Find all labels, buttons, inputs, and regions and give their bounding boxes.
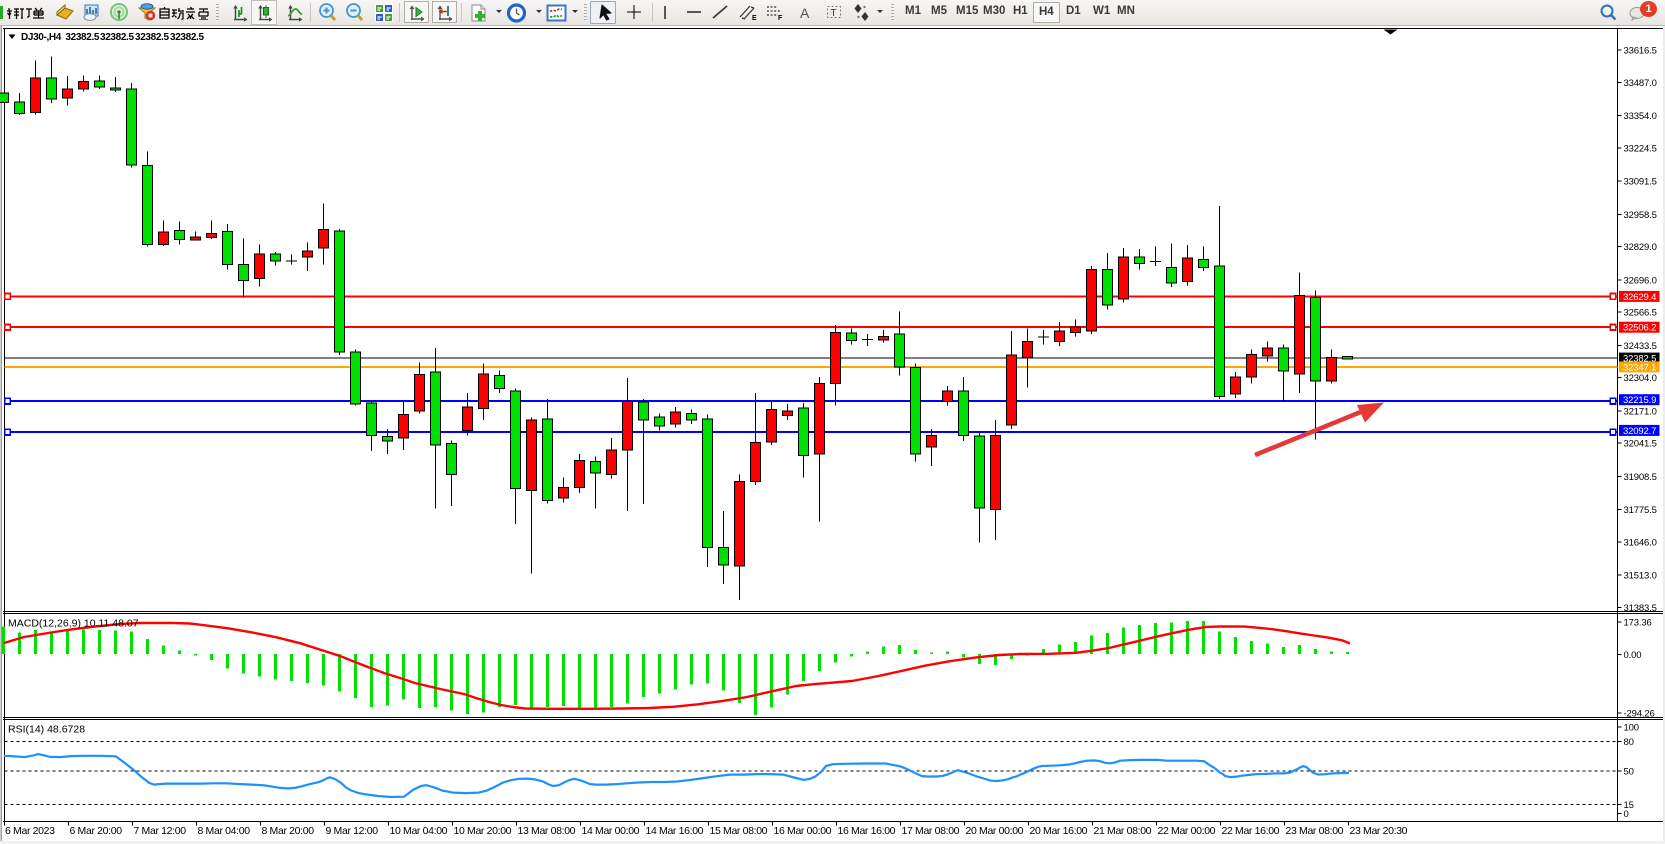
svg-text:E: E [752,15,757,22]
svg-text:31513.0: 31513.0 [1624,571,1657,582]
svg-text:T: T [831,8,837,19]
svg-text:10 Mar 04:00: 10 Mar 04:00 [390,825,448,837]
svg-text:16 Mar 16:00: 16 Mar 16:00 [838,825,896,837]
svg-text:32304.0: 32304.0 [1624,373,1657,384]
svg-text:15 Mar 08:00: 15 Mar 08:00 [710,825,768,837]
svg-text:32696.0: 32696.0 [1624,275,1657,286]
svg-text:33224.5: 33224.5 [1624,143,1657,154]
svg-text:22 Mar 00:00: 22 Mar 00:00 [1158,825,1216,837]
svg-text:6 Mar 2023: 6 Mar 2023 [5,825,55,837]
svg-text:100: 100 [1624,723,1639,734]
svg-text:33091.5: 33091.5 [1624,177,1657,188]
svg-text:6 Mar 20:00: 6 Mar 20:00 [70,825,123,837]
svg-text:14 Mar 16:00: 14 Mar 16:00 [646,825,704,837]
svg-text:33616.5: 33616.5 [1624,46,1657,57]
svg-text:32215.9: 32215.9 [1623,395,1656,406]
svg-text:32506.2: 32506.2 [1623,323,1656,334]
svg-text:32041.5: 32041.5 [1624,439,1657,450]
svg-text:13 Mar 08:00: 13 Mar 08:00 [518,825,576,837]
svg-text:0.00: 0.00 [1624,650,1642,661]
svg-text:32382.5: 32382.5 [1623,354,1656,365]
svg-text:32347.1: 32347.1 [1623,362,1656,373]
svg-text:15: 15 [1624,800,1634,811]
svg-text:33354.0: 33354.0 [1624,111,1657,122]
svg-text:-294.26: -294.26 [1624,709,1655,720]
svg-text:MACD(12,26,9) 10.11 48.07: MACD(12,26,9) 10.11 48.07 [8,618,139,630]
svg-text:10 Mar 20:00: 10 Mar 20:00 [454,825,512,837]
svg-text:31775.5: 31775.5 [1624,505,1657,516]
svg-text:32092.7: 32092.7 [1623,426,1656,437]
svg-text:7 Mar 12:00: 7 Mar 12:00 [134,825,187,837]
svg-text:8 Mar 20:00: 8 Mar 20:00 [262,825,315,837]
svg-text:14 Mar 00:00: 14 Mar 00:00 [582,825,640,837]
svg-text:32171.0: 32171.0 [1624,406,1657,417]
svg-text:23 Mar 08:00: 23 Mar 08:00 [1286,825,1344,837]
svg-text:32566.5: 32566.5 [1624,308,1657,319]
svg-text:31383.5: 31383.5 [1624,603,1657,614]
svg-text:16 Mar 00:00: 16 Mar 00:00 [774,825,832,837]
svg-text:50: 50 [1624,766,1634,777]
svg-text:F: F [778,15,783,22]
svg-text:20 Mar 16:00: 20 Mar 16:00 [1030,825,1088,837]
svg-text:31646.0: 31646.0 [1624,538,1657,549]
svg-text:80: 80 [1624,737,1634,748]
svg-text:21 Mar 08:00: 21 Mar 08:00 [1094,825,1152,837]
svg-text:0: 0 [1624,809,1629,820]
svg-text:33487.0: 33487.0 [1624,78,1657,89]
svg-text:22 Mar 16:00: 22 Mar 16:00 [1222,825,1280,837]
svg-text:32433.5: 32433.5 [1624,341,1657,352]
svg-text:9 Mar 12:00: 9 Mar 12:00 [326,825,379,837]
svg-text:32829.0: 32829.0 [1624,242,1657,253]
svg-text:31908.5: 31908.5 [1624,472,1657,483]
svg-text:17 Mar 08:00: 17 Mar 08:00 [902,825,960,837]
svg-text:8 Mar 04:00: 8 Mar 04:00 [198,825,251,837]
svg-text:20 Mar 00:00: 20 Mar 00:00 [966,825,1024,837]
svg-text:173.36: 173.36 [1624,618,1652,629]
svg-text:RSI(14) 48.6728: RSI(14) 48.6728 [8,724,85,736]
svg-text:32958.5: 32958.5 [1624,210,1657,221]
svg-text:32629.4: 32629.4 [1623,292,1656,303]
svg-text:23 Mar 20:30: 23 Mar 20:30 [1350,825,1408,837]
